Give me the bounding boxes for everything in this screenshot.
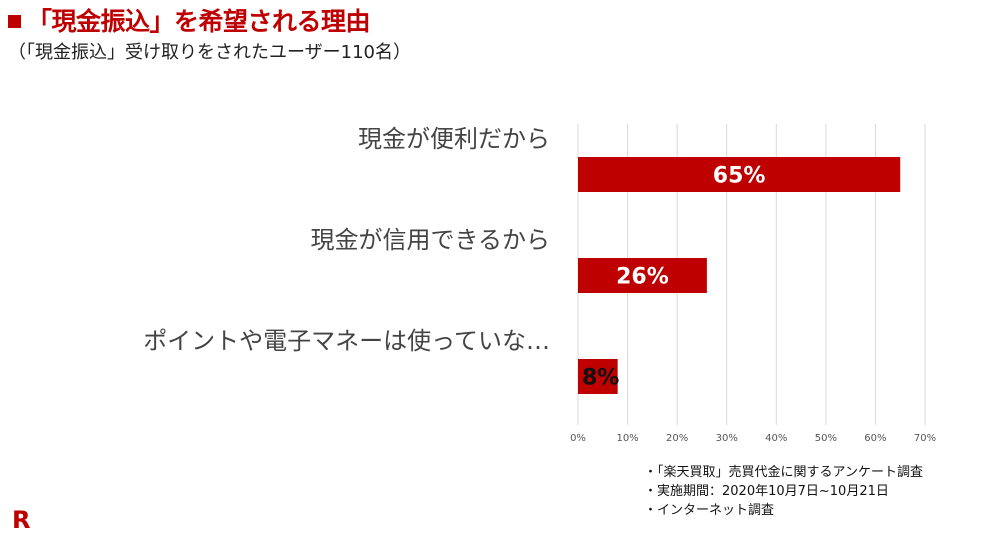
bar <box>578 359 618 394</box>
category-label: 現金が信用できるから <box>310 226 550 254</box>
survey-notes: ・「楽天買取」売買代金に関するアンケート調査 ・実施期間：2020年10月7日~… <box>644 463 923 520</box>
x-tick-label: 10% <box>616 433 638 444</box>
bar <box>578 157 901 192</box>
data-label: 8% <box>582 366 619 391</box>
data-label: 26% <box>616 265 669 290</box>
title-square-icon <box>8 15 21 28</box>
x-tick-label: 70% <box>914 433 936 444</box>
survey-note: ・インターネット調査 <box>644 503 775 518</box>
bar <box>578 258 707 293</box>
survey-note: ・実施期間：2020年10月7日~10月21日 <box>644 484 889 499</box>
x-tick-label: 20% <box>666 433 688 444</box>
category-label: ポイントや電子マネーは使っていな… <box>143 327 550 355</box>
x-tick-label: 30% <box>716 433 738 444</box>
x-tick-label: 0% <box>570 433 586 444</box>
x-tick-label: 50% <box>815 433 837 444</box>
category-label: 現金が便利だから <box>358 125 550 153</box>
x-tick-label: 60% <box>864 433 886 444</box>
data-label: 65% <box>713 164 766 189</box>
title-row: 「現金振込」を希望される理由 <box>8 2 371 38</box>
survey-note: ・「楽天買取」売買代金に関するアンケート調査 <box>644 465 923 480</box>
page-subtitle: （「現金振込」受け取りをされたユーザー110名） <box>8 42 411 63</box>
page-title: 「現金振込」を希望される理由 <box>27 7 371 36</box>
x-tick-label: 40% <box>765 433 787 444</box>
rakuten-logo: R <box>12 506 31 534</box>
